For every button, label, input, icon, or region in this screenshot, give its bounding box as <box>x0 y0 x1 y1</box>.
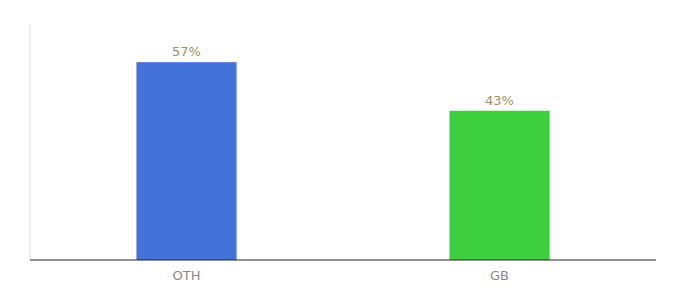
data-label: 43% <box>485 93 514 108</box>
x-axis-line <box>30 260 656 261</box>
bar <box>449 111 549 260</box>
chart-svg: 57% 43% OTH GB <box>0 0 680 300</box>
bar <box>136 62 236 260</box>
bars <box>136 62 549 260</box>
data-label: 57% <box>172 44 201 59</box>
chart-container: 57% 43% OTH GB <box>0 0 680 300</box>
y-range-line <box>30 24 31 260</box>
x-tick-label: GB <box>490 268 509 283</box>
page: {"chart_data": {"type": "bar", "categori… <box>0 0 680 300</box>
x-tick-label: OTH <box>173 268 201 283</box>
